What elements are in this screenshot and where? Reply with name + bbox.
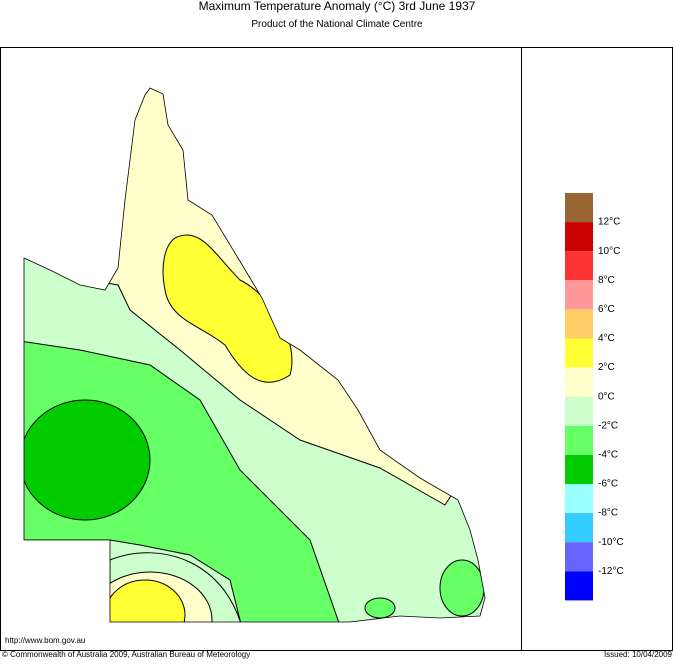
legend-swatch bbox=[565, 367, 593, 397]
legend-swatch bbox=[565, 542, 593, 572]
map-frame bbox=[0, 47, 673, 651]
legend-label: 0°C bbox=[598, 391, 615, 402]
subtitle: Product of the National Climate Centre bbox=[251, 19, 423, 30]
url: http://www.bom.gov.au bbox=[5, 636, 85, 645]
legend-swatch bbox=[565, 251, 593, 281]
legend-swatch bbox=[565, 571, 593, 601]
legend-label: 8°C bbox=[598, 275, 615, 286]
legend-swatch bbox=[565, 280, 593, 310]
legend-swatch bbox=[565, 454, 593, 484]
legend: 12°C 10°C 8°C 6°C 4°C 2°C 0°C -2°C -4°C -6°C -8°C -… bbox=[565, 193, 624, 601]
legend-label: -4°C bbox=[598, 450, 618, 461]
state-outline bbox=[23, 87, 486, 623]
legend-swatch bbox=[565, 193, 593, 223]
legend-label: 12°C bbox=[598, 217, 620, 228]
legend-swatch bbox=[565, 513, 593, 543]
title: Maximum Temperature Anomaly (°C) 3rd Jun… bbox=[199, 0, 476, 13]
legend-label: 2°C bbox=[598, 362, 615, 373]
legend-label: 10°C bbox=[598, 246, 620, 257]
legend-label: -6°C bbox=[598, 479, 618, 490]
legend-swatch bbox=[565, 396, 593, 426]
legend-label: 4°C bbox=[598, 333, 615, 344]
legend-label: -10°C bbox=[598, 537, 624, 548]
legend-label: 6°C bbox=[598, 304, 615, 315]
map bbox=[24, 88, 485, 622]
legend-swatch bbox=[565, 484, 593, 514]
legend-swatch bbox=[565, 425, 593, 455]
legend-label: -12°C bbox=[598, 566, 624, 577]
legend-swatch bbox=[565, 338, 593, 368]
copyright: © Commonwealth of Australia 2009, Austra… bbox=[2, 650, 250, 659]
legend-swatch bbox=[565, 309, 593, 339]
legend-swatch bbox=[565, 222, 593, 252]
issued: Issued: 10/04/2009 bbox=[604, 650, 673, 659]
legend-label: -2°C bbox=[598, 420, 618, 431]
legend-label: -8°C bbox=[598, 508, 618, 519]
